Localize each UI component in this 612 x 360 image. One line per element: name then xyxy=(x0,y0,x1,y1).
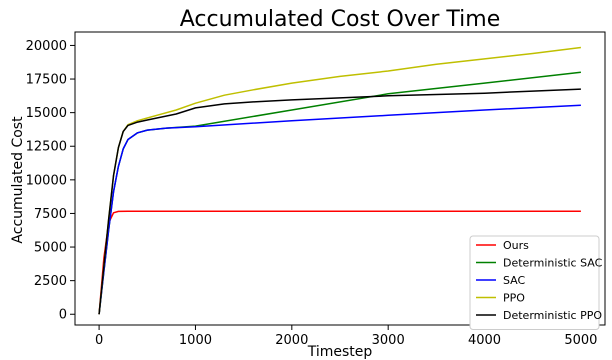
series-line-deterministic-ppo xyxy=(98,88,581,315)
x-tick-label: 1000 xyxy=(179,333,212,348)
y-tick-label: 0 xyxy=(59,308,67,323)
y-tick-label: 10000 xyxy=(26,173,67,188)
y-axis-label: Accumulated Cost xyxy=(10,116,26,244)
legend-label-sac: SAC xyxy=(503,274,526,287)
legend-label-ours: Ours xyxy=(503,239,529,252)
x-tick-label: 4000 xyxy=(468,333,501,348)
legend: Ours Deterministic SAC SAC PPO Deterministic… xyxy=(469,235,603,330)
x-axis-label: Timestep xyxy=(307,344,373,360)
x-tick-label: 3000 xyxy=(372,333,405,348)
legend-box xyxy=(469,235,600,330)
x-tick-label: 0 xyxy=(95,333,103,348)
legend-label-ppo: PPO xyxy=(503,292,525,305)
y-tick-label: 5000 xyxy=(34,241,67,256)
plot-area: 0 1000 2000 3000 4000 5000 0 2500 5000 7500 10000 1… xyxy=(26,31,606,348)
legend-label-deterministic-sac: Deterministic SAC xyxy=(503,257,603,270)
y-tick-label: 17500 xyxy=(26,73,67,88)
plot-frame xyxy=(74,31,606,326)
x-tick-label: 2000 xyxy=(275,333,308,348)
y-tick-label: 15000 xyxy=(26,106,67,121)
y-tick-label: 2500 xyxy=(34,274,67,289)
legend-label-deterministic-ppo: Deterministic PPO xyxy=(503,309,602,322)
x-tick-label: 5000 xyxy=(564,333,597,348)
y-tick-label: 7500 xyxy=(34,207,67,222)
y-tick-label: 12500 xyxy=(26,140,67,155)
y-tick-label: 20000 xyxy=(26,39,67,54)
series-line-sac xyxy=(98,104,581,315)
chart-title: Accumulated Cost Over Time xyxy=(180,7,501,32)
